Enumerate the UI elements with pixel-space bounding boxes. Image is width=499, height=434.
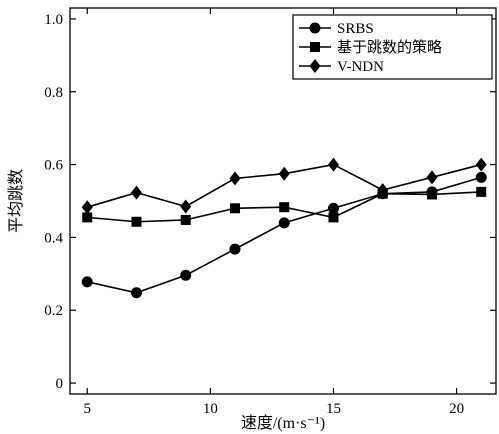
data-point-circle	[278, 217, 290, 229]
data-point-diamond	[278, 166, 290, 181]
legend: SRBS 基于跳数的策略 V-NDN	[292, 14, 493, 80]
y-tick-label: 0.4	[44, 230, 63, 246]
data-point-square	[131, 216, 142, 227]
x-tick-label: 15	[326, 401, 341, 417]
y-tick-label: 0	[56, 376, 64, 392]
legend-label-circle: SRBS	[337, 21, 374, 37]
data-point-circle	[180, 269, 192, 281]
data-point-diamond	[130, 185, 142, 200]
data-point-diamond	[81, 200, 93, 215]
x-axis-title: 速度/(m·s⁻¹)	[241, 414, 325, 432]
y-tick-label: 0.8	[44, 85, 63, 101]
axis-ticks: 5 10 15 20 0 0.2 0.4 0.6 0.8 1.0	[44, 8, 496, 417]
legend-item-circle: SRBS	[299, 21, 374, 37]
data-point-diamond	[327, 157, 339, 172]
series-circle	[81, 171, 487, 299]
plot-border	[69, 7, 497, 395]
x-tick-label: 5	[83, 401, 91, 417]
data-point-circle	[229, 243, 241, 255]
data-point-diamond	[426, 170, 438, 185]
y-tick-label: 0.6	[44, 158, 63, 174]
legend-item-diamond: V-NDN	[299, 59, 384, 75]
series-layer	[81, 157, 487, 299]
data-point-circle	[327, 202, 339, 214]
data-point-circle	[81, 276, 93, 288]
legend-label-square: 基于跳数的策略	[337, 39, 442, 56]
data-point-square	[180, 214, 191, 225]
y-tick-label: 1.0	[44, 12, 63, 28]
legend-marker-diamond	[309, 59, 321, 73]
legend-marker-square	[310, 42, 320, 52]
y-tick-label: 0.2	[44, 303, 63, 319]
data-point-square	[279, 202, 290, 213]
data-point-square	[82, 212, 93, 223]
series-diamond	[81, 157, 487, 215]
data-point-diamond	[180, 199, 192, 214]
data-point-square	[328, 212, 339, 223]
data-point-circle	[475, 171, 487, 183]
legend-marker-circle	[309, 22, 321, 34]
data-point-circle	[130, 287, 142, 299]
data-point-square	[426, 189, 437, 200]
x-tick-label: 20	[449, 401, 464, 417]
data-point-diamond	[229, 171, 241, 186]
data-point-diamond	[377, 183, 389, 198]
data-point-square	[229, 203, 240, 214]
x-tick-label: 10	[203, 401, 218, 417]
legend-label-diamond: V-NDN	[337, 59, 384, 75]
data-point-diamond	[475, 157, 487, 172]
data-point-square	[476, 186, 487, 197]
y-axis-title: 平均跳数	[7, 169, 25, 233]
legend-item-square: 基于跳数的策略	[299, 39, 442, 56]
plot-frame	[69, 7, 497, 395]
